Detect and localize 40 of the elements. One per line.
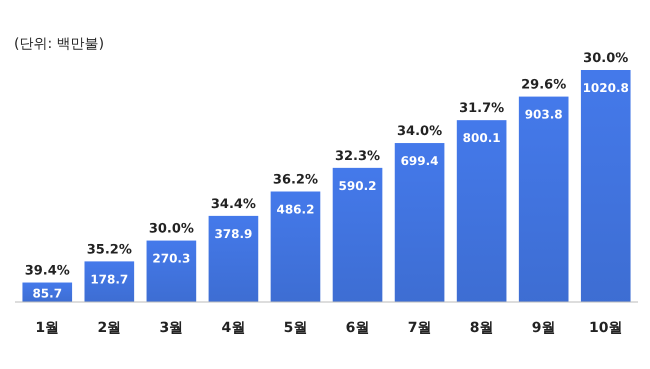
annotation: 35.2% <box>86 242 132 258</box>
data-label: 800.1 <box>462 131 501 146</box>
bar <box>270 192 320 302</box>
bar <box>580 70 631 302</box>
data-label: 1020.8 <box>582 81 629 95</box>
annotation: 34.4% <box>210 196 256 212</box>
annotation: 36.2% <box>272 172 318 188</box>
data-label: 85.7 <box>32 286 62 300</box>
bar <box>208 216 258 302</box>
data-label: 699.4 <box>400 154 439 168</box>
x-tick-label: 2월 <box>97 320 122 336</box>
x-tick-label: 10월 <box>588 320 622 336</box>
chart-subtitle: (단위: 백만불) <box>14 36 104 52</box>
annotation: 39.4% <box>24 264 70 279</box>
annotation: 29.6% <box>521 78 566 93</box>
bar <box>332 168 382 302</box>
x-tick-label: 4월 <box>222 320 246 336</box>
data-label: 178.7 <box>90 272 128 286</box>
x-tick-label: 1월 <box>35 320 60 336</box>
x-tick-label: 8월 <box>470 320 494 336</box>
bar <box>394 143 444 302</box>
data-label: 903.8 <box>524 108 563 122</box>
annotation: 30.0% <box>148 222 194 237</box>
x-tick-label: 6월 <box>346 320 370 336</box>
annotation: 31.7% <box>459 101 504 116</box>
data-label: 378.9 <box>214 226 252 241</box>
x-tick-label: 9월 <box>532 320 556 336</box>
annotation: 30.0% <box>583 51 628 66</box>
data-label: 270.3 <box>152 252 190 266</box>
bar <box>84 261 134 302</box>
annotation: 32.3% <box>334 148 380 164</box>
bar <box>456 120 506 302</box>
bar <box>146 240 196 302</box>
data-label: 590.2 <box>338 178 377 193</box>
bar <box>518 96 568 302</box>
x-tick-label: 7월 <box>408 320 432 336</box>
annotation: 34.0% <box>397 124 442 140</box>
x-tick-label: 3월 <box>159 320 184 336</box>
data-label: 486.2 <box>276 202 314 216</box>
x-tick-label: 5월 <box>284 320 308 336</box>
